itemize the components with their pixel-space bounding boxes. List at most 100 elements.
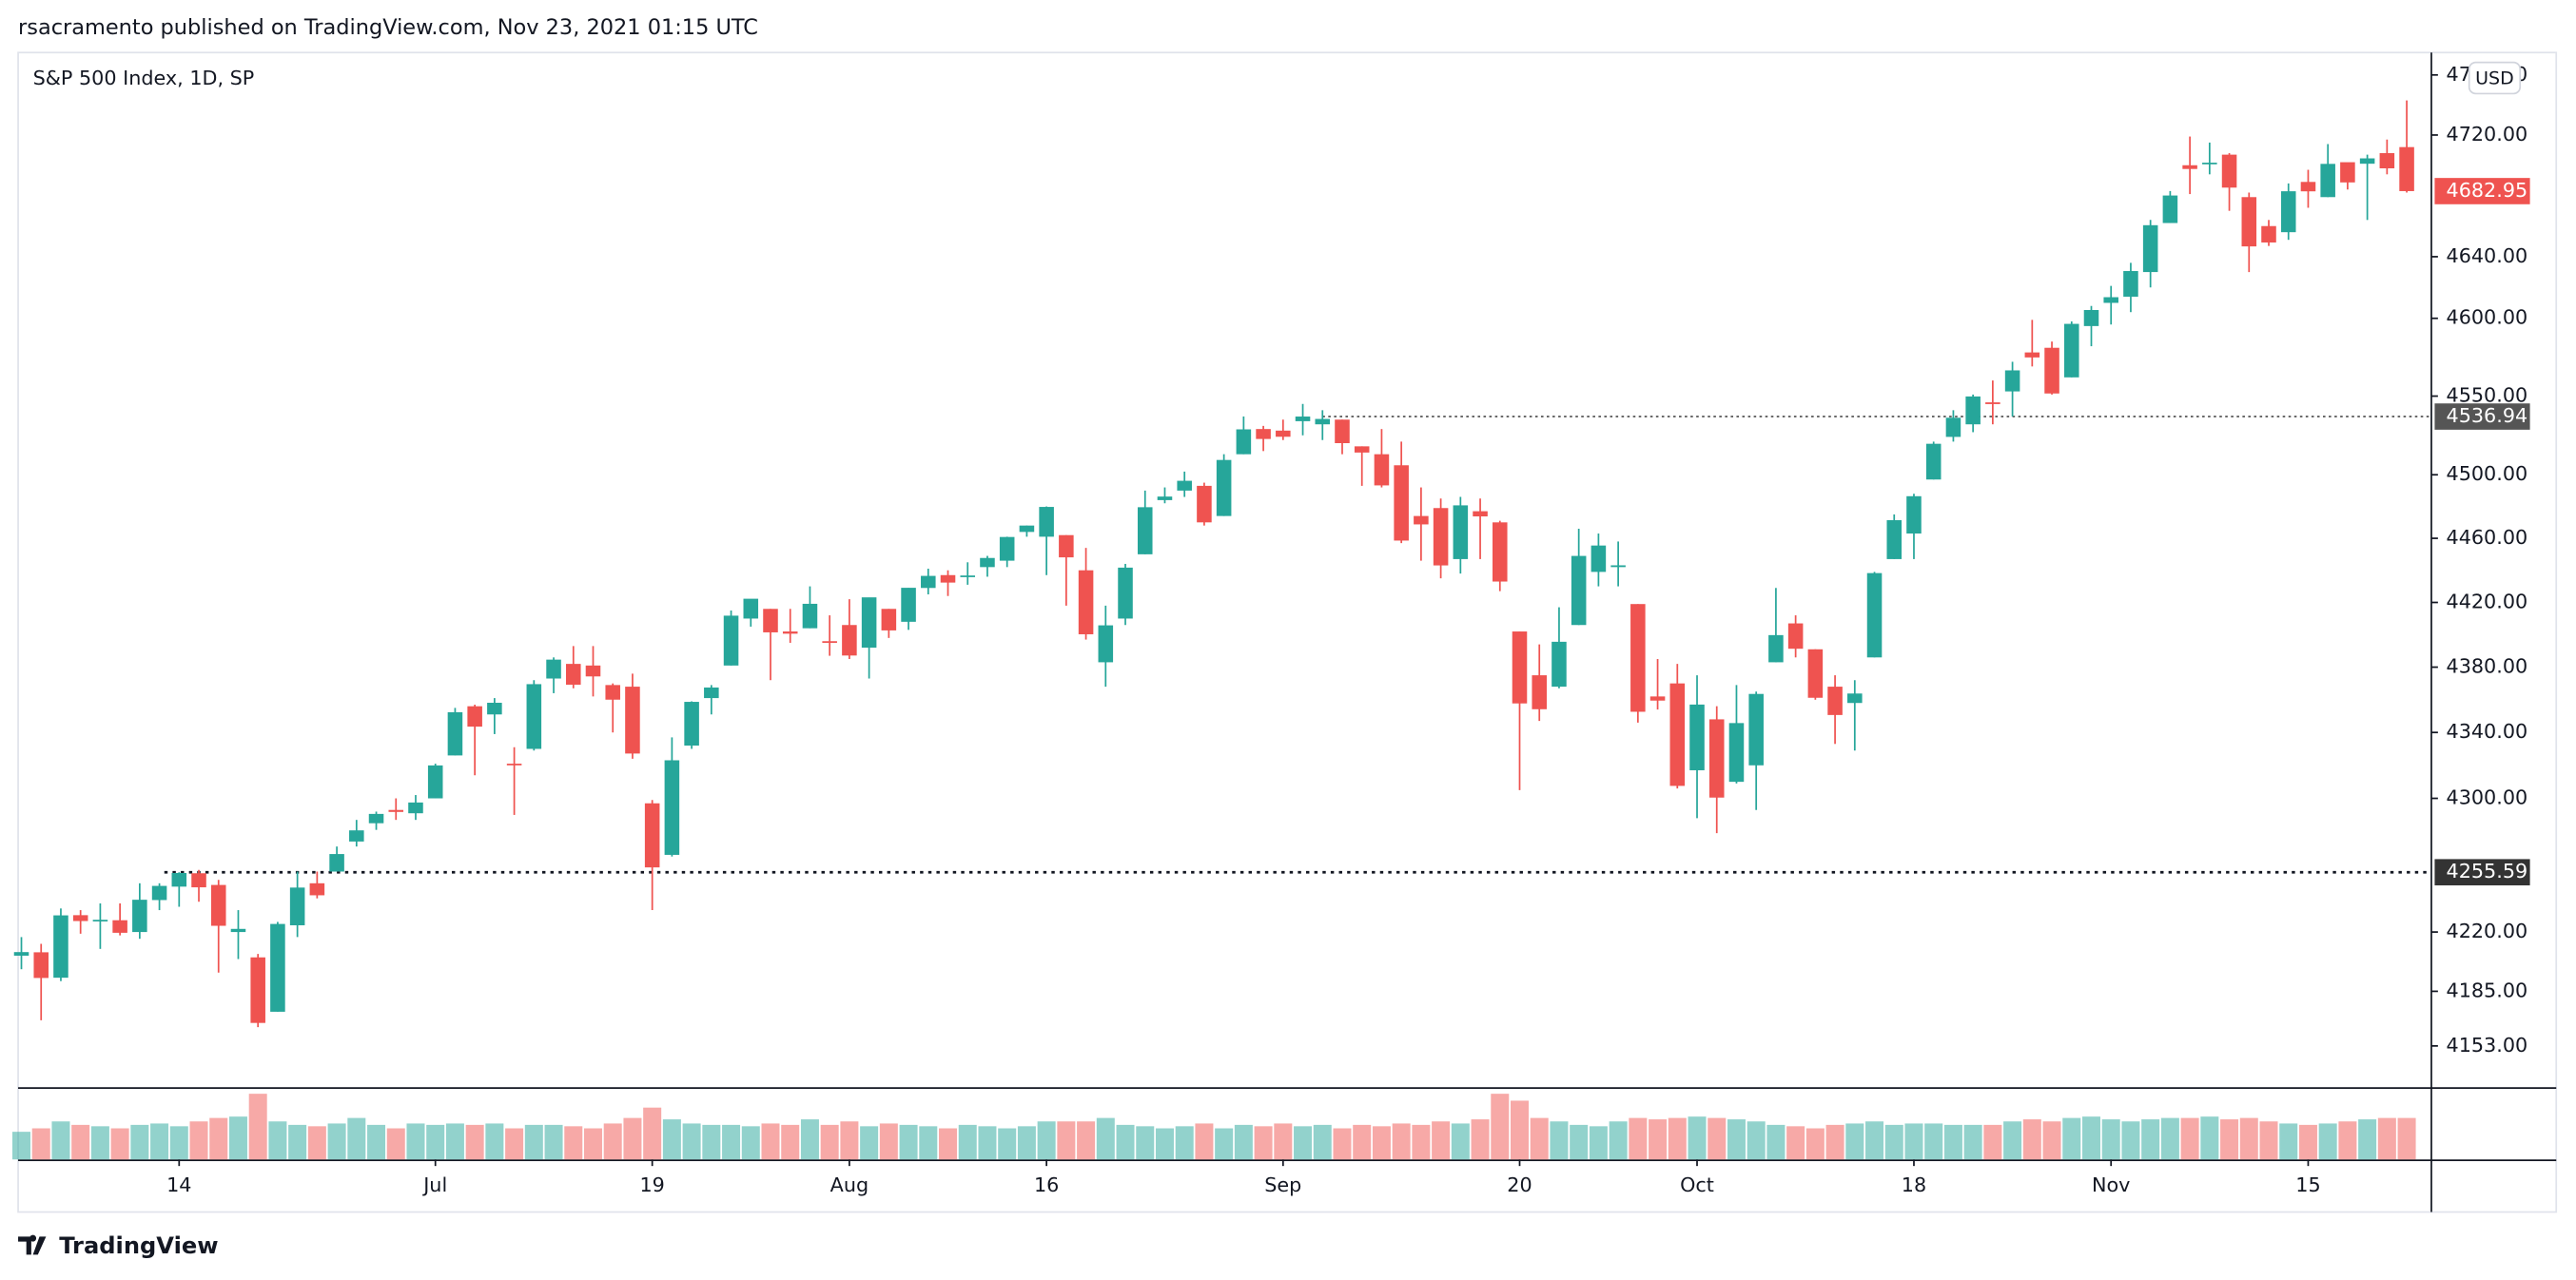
volume-bar <box>702 1124 721 1160</box>
brand-name: TradingView <box>59 1232 218 1259</box>
volume-bar <box>919 1126 938 1160</box>
volume-bar <box>1037 1121 1056 1160</box>
volume-bar <box>1983 1124 2002 1160</box>
price-badge-label: 4536.94 <box>2447 404 2528 427</box>
volume-bar <box>524 1124 543 1160</box>
candle-body <box>585 665 601 677</box>
volume-bar <box>1077 1121 1096 1160</box>
volume-bar <box>2298 1124 2317 1160</box>
candle-body <box>2359 158 2375 165</box>
volume-bar <box>130 1124 149 1160</box>
x-tick-label: Aug <box>830 1173 868 1196</box>
candle-body <box>1551 641 1567 688</box>
volume-bar <box>90 1126 109 1160</box>
candle-body <box>625 687 640 754</box>
volume-bar <box>1096 1117 1115 1160</box>
candle-body <box>940 574 956 583</box>
candle-body <box>210 884 226 926</box>
candle-body <box>427 765 443 799</box>
candle-body <box>1354 446 1370 453</box>
volume-bar <box>1155 1128 1174 1160</box>
volume-bar <box>2003 1121 2022 1160</box>
x-tick-label: 18 <box>1902 1173 1926 1196</box>
volume-bar <box>2042 1121 2061 1160</box>
volume-bar <box>1392 1123 1411 1160</box>
candle-body <box>2162 195 2178 223</box>
x-tick-label: 14 <box>166 1173 191 1196</box>
currency-badge[interactable] <box>2468 61 2522 95</box>
candle-body <box>881 609 897 630</box>
volume-bar <box>2101 1119 2120 1160</box>
volume-bar <box>150 1123 169 1160</box>
y-tick-label: 4153.00 <box>2447 1034 2528 1057</box>
volume-bar <box>899 1124 918 1160</box>
candle-body <box>53 915 68 979</box>
candle-body <box>2063 323 2079 378</box>
volume-bar <box>564 1126 583 1160</box>
volume-bar <box>1550 1121 1569 1160</box>
price-badge <box>2434 403 2530 430</box>
volume-bar <box>1491 1094 1510 1160</box>
candle-body <box>2379 153 2395 169</box>
volume-bar <box>1057 1121 1076 1160</box>
candle-body <box>1630 604 1646 712</box>
volume-bar <box>1353 1124 1372 1160</box>
candle-body <box>802 603 818 629</box>
candle-body <box>2340 162 2355 183</box>
candle-body <box>230 928 246 933</box>
candle-body <box>1708 719 1725 798</box>
candle-body <box>191 873 206 888</box>
y-tick-label: 4640.00 <box>2447 244 2528 267</box>
volume-bar <box>1727 1119 1746 1160</box>
candle-body <box>2300 182 2316 192</box>
candle-body <box>1256 429 1271 439</box>
volume-bar <box>1294 1126 1313 1160</box>
candle-body <box>2083 309 2099 326</box>
volume-bar <box>209 1117 228 1160</box>
candle-body <box>2024 352 2040 358</box>
volume-bar <box>741 1126 760 1160</box>
candle-body <box>2320 164 2335 198</box>
volume-bar <box>2318 1123 2337 1160</box>
candle-body <box>506 764 522 766</box>
price-badge <box>2434 178 2530 204</box>
volume-bar <box>2358 1119 2377 1160</box>
candle-body <box>861 597 877 649</box>
volume-bar <box>1136 1126 1155 1160</box>
candle-body <box>1985 402 2000 404</box>
x-tick-label: 20 <box>1507 1173 1532 1196</box>
candle-body <box>349 830 364 842</box>
volume-bar <box>1313 1124 1332 1160</box>
volume-bar <box>1904 1123 1923 1160</box>
candle-body <box>309 882 325 896</box>
y-tick-label: 4185.00 <box>2447 979 2528 1001</box>
candle-body <box>487 703 502 715</box>
candle-body <box>270 923 285 1012</box>
y-tick-label: 4500.00 <box>2447 462 2528 485</box>
price-badge-label: 4682.95 <box>2447 179 2528 202</box>
volume-bar <box>2377 1117 2396 1160</box>
candle-body <box>1748 693 1764 766</box>
candle-body <box>1610 565 1626 568</box>
candle-body <box>763 609 778 632</box>
candle-body <box>408 802 423 814</box>
y-tick-label: 4600.00 <box>2447 306 2528 329</box>
candle-body <box>2202 163 2217 165</box>
candle-body <box>2142 224 2158 273</box>
volume-bar <box>307 1126 326 1160</box>
candle-body <box>723 615 739 666</box>
candle-body <box>1925 443 1942 480</box>
volume-bar <box>2397 1117 2416 1160</box>
x-tick-label: Nov <box>2092 1173 2130 1196</box>
candle-body <box>2261 225 2276 242</box>
candle-body <box>132 900 147 933</box>
candle-body <box>388 809 404 812</box>
volume-bar <box>347 1117 366 1160</box>
plot-area: 4760.004720.004640.004600.004550.004500.… <box>12 63 2527 1196</box>
candle-body <box>1118 567 1133 619</box>
y-tick-label: 4720.00 <box>2447 123 2528 145</box>
volume-bar <box>781 1124 800 1160</box>
volume-bar <box>1589 1126 1608 1160</box>
volume-bar <box>1708 1117 1727 1160</box>
volume-bar <box>2160 1117 2179 1160</box>
